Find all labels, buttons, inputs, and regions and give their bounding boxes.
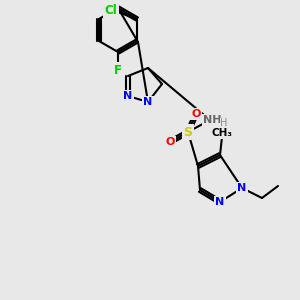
Text: F: F	[114, 64, 122, 76]
Text: N: N	[237, 183, 247, 193]
Text: N: N	[215, 197, 225, 207]
Text: N: N	[123, 91, 133, 101]
Text: O: O	[165, 137, 175, 147]
Text: N: N	[143, 97, 153, 107]
Text: NH: NH	[203, 115, 221, 125]
Text: Cl: Cl	[105, 4, 117, 17]
Text: H: H	[220, 118, 228, 128]
Text: CH₃: CH₃	[212, 128, 233, 138]
Text: O: O	[191, 109, 201, 119]
Text: S: S	[184, 125, 193, 139]
